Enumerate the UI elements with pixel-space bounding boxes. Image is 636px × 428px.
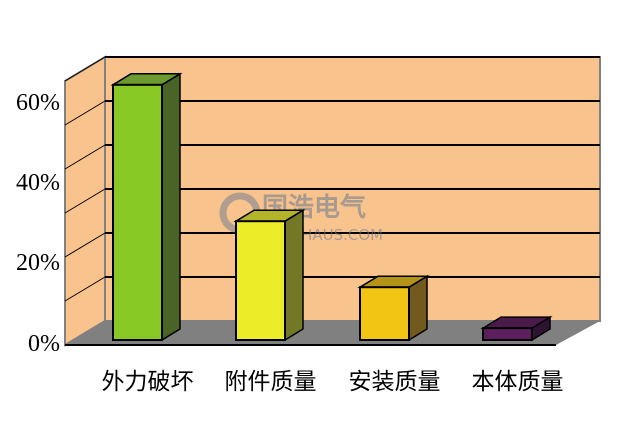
x-tick-label: 本体质量 bbox=[472, 369, 564, 395]
y-tick-label: 40% bbox=[16, 170, 60, 196]
x-tick-label: 安装质量 bbox=[349, 369, 441, 395]
bar bbox=[112, 83, 163, 341]
bar bbox=[359, 286, 410, 342]
y-tick-label: 20% bbox=[16, 250, 60, 276]
bar bbox=[482, 327, 533, 341]
x-axis-labels: 外力破坏 附件质量 安装质量 本体质量 bbox=[102, 369, 564, 395]
y-axis-ticks: 0% 20% 40% 60% bbox=[16, 90, 60, 357]
side-gridline bbox=[64, 276, 106, 302]
side-gridline bbox=[64, 56, 106, 82]
floor bbox=[65, 321, 600, 345]
y-tick-label: 60% bbox=[16, 90, 60, 116]
bar-side bbox=[161, 72, 181, 342]
side-gridline bbox=[64, 144, 106, 170]
bar bbox=[235, 220, 286, 341]
y-tick-label: 0% bbox=[28, 331, 60, 357]
side-gridline bbox=[64, 100, 106, 126]
gridlines bbox=[64, 56, 600, 302]
side-gridline bbox=[64, 188, 106, 214]
x-tick-label: 外力破坏 bbox=[102, 369, 194, 395]
x-tick-label: 附件质量 bbox=[225, 369, 317, 395]
bar-side bbox=[284, 208, 304, 342]
side-gridline bbox=[64, 232, 106, 258]
bars bbox=[110, 72, 553, 342]
